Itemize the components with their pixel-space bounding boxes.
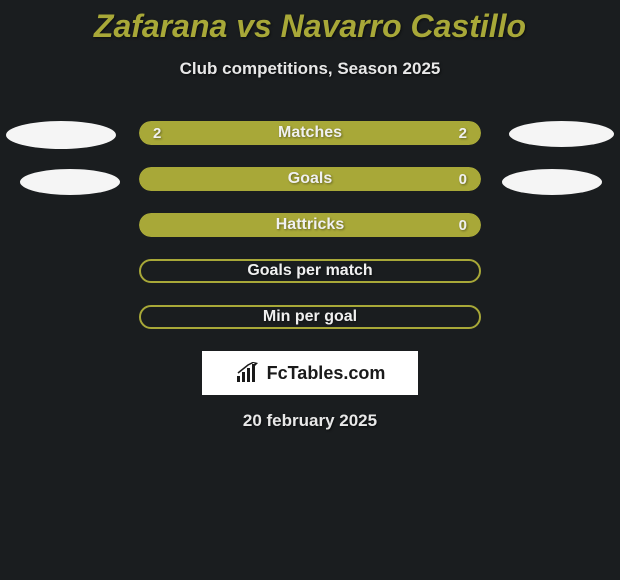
logo-text: FcTables.com xyxy=(267,363,386,384)
player-left-ellipse-2 xyxy=(20,169,120,195)
stat-row: Min per goal xyxy=(139,305,481,329)
stat-label: Matches xyxy=(139,124,481,142)
stat-value-right: 0 xyxy=(459,217,467,234)
stat-value-left: 2 xyxy=(153,125,161,142)
player-left-ellipse-1 xyxy=(6,121,116,149)
chart-icon xyxy=(235,362,263,384)
stat-row: Goals0 xyxy=(139,167,481,191)
stats-area: Matches22Goals0Hattricks0Goals per match… xyxy=(0,121,620,329)
stat-row: Matches2 2 xyxy=(139,121,481,145)
subtitle: Club competitions, Season 2025 xyxy=(0,59,620,79)
date-label: 20 february 2025 xyxy=(0,411,620,431)
stat-rows: Matches22Goals0Hattricks0Goals per match… xyxy=(139,121,481,329)
stat-value-right: 0 xyxy=(459,171,467,188)
stat-row: Hattricks0 xyxy=(139,213,481,237)
logo-content: FcTables.com xyxy=(235,362,386,384)
stat-label: Min per goal xyxy=(141,308,479,326)
logo-box: FcTables.com xyxy=(202,351,418,395)
stat-label: Hattricks xyxy=(139,216,481,234)
page-title: Zafarana vs Navarro Castillo xyxy=(0,8,620,45)
comparison-container: Zafarana vs Navarro Castillo Club compet… xyxy=(0,0,620,431)
stat-row: Goals per match xyxy=(139,259,481,283)
player-right-ellipse-1 xyxy=(509,121,614,147)
stat-label: Goals per match xyxy=(141,262,479,280)
stat-label: Goals xyxy=(139,170,481,188)
stat-value-right: 2 xyxy=(459,125,467,142)
player-right-ellipse-2 xyxy=(502,169,602,195)
